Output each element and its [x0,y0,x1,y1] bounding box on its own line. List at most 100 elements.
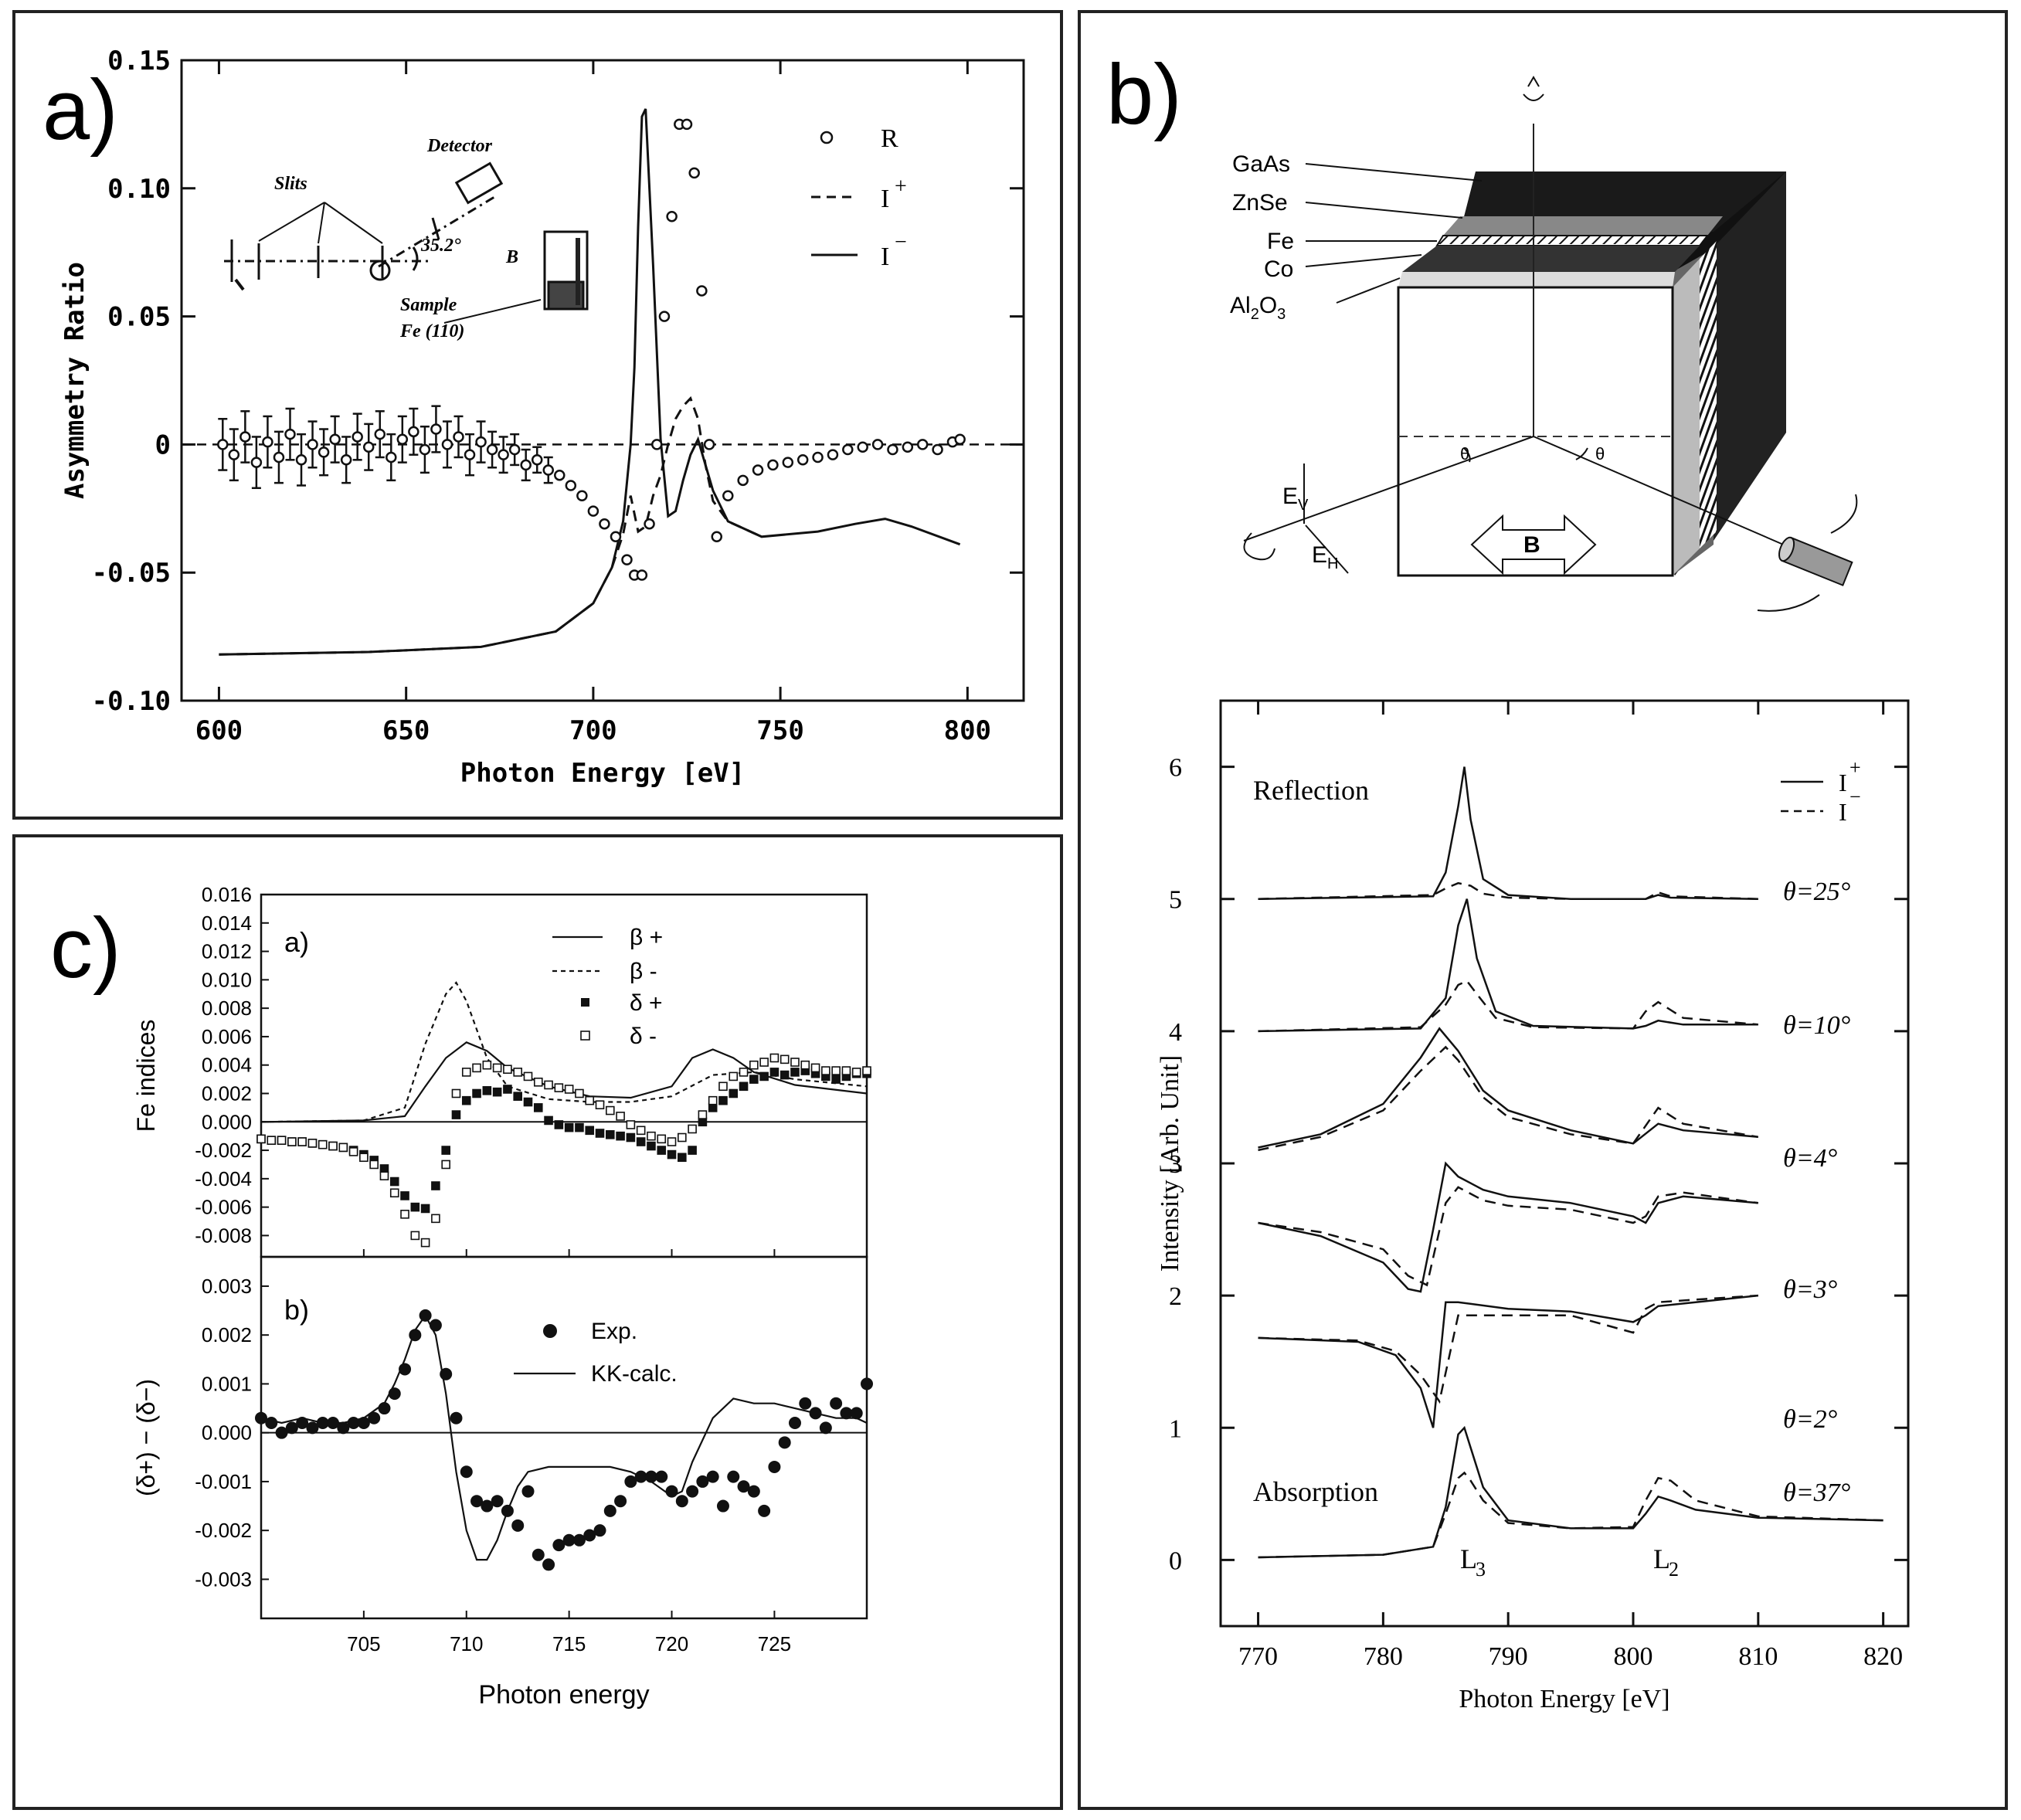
y-tick-label-ca-6: 0.004 [202,1054,252,1077]
point-delta-minus [626,1120,636,1129]
point-delta-minus [595,1100,605,1110]
point-exp [327,1417,340,1430]
point-exp [399,1363,412,1376]
point-exp [368,1411,381,1424]
point-exp [778,1436,791,1449]
slit-pointer-2 [318,202,325,244]
legend-sup-im: − [895,230,907,254]
point-r-a [284,428,296,440]
point-r-a [610,531,622,543]
point-r-a [520,459,532,471]
point-delta-minus [472,1063,481,1073]
legend-sup-b-ip: + [1849,756,1861,779]
sub-panel-label-ca: a) [284,926,309,958]
x-tick-label-cb-720: 720 [655,1632,688,1655]
label-eh: EH [1312,542,1338,572]
x-tick-label-a-750: 750 [756,715,803,746]
point-exp [747,1485,760,1498]
point-delta-plus [513,1092,523,1101]
point-exp [337,1421,350,1435]
y-tick-label-a-0: -0.10 [92,686,171,717]
point-delta-plus [657,1146,667,1155]
inset-b-label: B [505,247,518,267]
y-tick-label-b-2: 2 [1169,1282,1182,1311]
y-tick-label-cb-3: 0.000 [202,1421,252,1445]
point-delta-plus [410,1202,420,1212]
point-exp [572,1533,586,1547]
point-delta-plus [585,1126,595,1136]
inset-geometry [224,161,589,324]
point-r-a [419,443,431,456]
point-delta-minus [810,1063,820,1073]
point-r-a [644,518,655,530]
point-delta-minus [862,1066,871,1075]
y-tick-label-ca-8: 0.008 [202,997,252,1020]
y-tick-label-ca-5: 0.002 [202,1081,252,1105]
point-r-a [307,439,318,450]
point-delta-minus [513,1068,523,1077]
point-r-a [408,426,419,438]
point-r-a [827,449,839,460]
point-delta-minus [400,1210,409,1219]
series-b-11 [1258,1471,1883,1559]
point-r-a [340,454,352,466]
legend-label-b-ip: I [1839,769,1847,796]
y-axis-label-cb: (δ+) − (δ−) [132,1379,160,1496]
point-exp [768,1460,781,1473]
point-exp [296,1417,309,1430]
point-delta-minus [533,1077,543,1087]
sub-panel-label-cb: b) [284,1294,309,1326]
point-r-a [217,439,229,450]
point-r-a [954,433,966,446]
y-tick-label-cb-5: 0.002 [202,1323,252,1346]
y-tick-label-b-6: 6 [1169,754,1182,783]
point-exp [850,1407,863,1420]
point-exp [532,1548,545,1561]
point-exp [562,1533,576,1547]
curve-label-b-3: θ=3° [1783,1275,1838,1304]
point-delta-plus [564,1122,574,1132]
point-r-a [453,431,464,443]
point-delta-minus [277,1136,287,1145]
point-delta-plus [595,1129,605,1138]
point-r-a [576,490,588,501]
point-r-a [374,428,386,440]
series-b-10 [1258,1425,1883,1559]
point-delta-plus [554,1120,564,1129]
curve-label-b-4: θ=2° [1783,1405,1838,1434]
point-exp [255,1411,267,1424]
point-delta-minus [790,1058,800,1067]
y-tick-label-a-4: 0.10 [107,174,171,205]
y-tick-label-cb-4: 0.001 [202,1372,252,1395]
x-tick-label-b-790: 790 [1489,1642,1528,1671]
point-r-a [871,439,884,450]
y-tick-label-ca-10: 0.012 [202,940,252,963]
point-r-a [932,443,943,456]
legend-label-beta-plus: β + [630,925,663,950]
x-tick-label-a-650: 650 [382,715,430,746]
annotation-l2-sub: 2 [1669,1558,1679,1581]
point-r-a [295,454,307,466]
series-b-7 [1258,1186,1758,1287]
point-delta-plus [472,1088,481,1098]
legend-label-exp: Exp. [591,1319,637,1344]
curve-label-b-5: θ=37° [1783,1479,1851,1507]
slit-pointer-3 [324,202,383,244]
chart-c-a: -0.008 -0.006 -0.004 -0.002 0.000 0.002 0.004 0… [132,883,871,1258]
co-layer [1402,246,1700,272]
curve-label-b-0: θ=25° [1783,878,1851,906]
y-axis-label-ca: Fe indices [132,1020,160,1132]
point-r-a [262,436,273,448]
point-delta-plus [482,1086,492,1095]
point-exp [316,1417,329,1430]
point-exp [409,1329,422,1342]
point-delta-minus [461,1068,471,1077]
y-tick-label-ca-4: 0.000 [202,1110,252,1133]
series-b-9 [1258,1294,1758,1404]
point-delta-plus [605,1130,615,1139]
point-delta-minus [831,1066,841,1075]
point-r-a [587,505,600,517]
series-b-4 [1258,1027,1758,1149]
point-r-a [696,285,708,297]
point-delta-plus [400,1191,409,1200]
